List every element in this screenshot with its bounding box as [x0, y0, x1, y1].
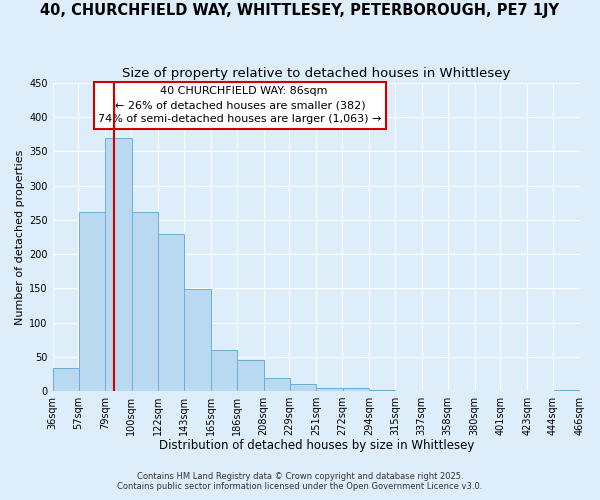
- Text: 40 CHURCHFIELD WAY: 86sqm
← 26% of detached houses are smaller (382)
74% of semi: 40 CHURCHFIELD WAY: 86sqm ← 26% of detac…: [98, 86, 382, 124]
- Bar: [316, 388, 343, 391]
- Bar: [369, 390, 395, 391]
- Text: Contains HM Land Registry data © Crown copyright and database right 2025.: Contains HM Land Registry data © Crown c…: [137, 472, 463, 481]
- Text: Contains public sector information licensed under the Open Government Licence v3: Contains public sector information licen…: [118, 482, 482, 491]
- Bar: [158, 234, 184, 391]
- Bar: [554, 390, 580, 391]
- Bar: [263, 378, 290, 391]
- Bar: [211, 350, 237, 391]
- Bar: [106, 138, 132, 391]
- Bar: [343, 388, 369, 391]
- Bar: [79, 212, 106, 391]
- Bar: [290, 384, 316, 391]
- Bar: [184, 289, 211, 391]
- X-axis label: Distribution of detached houses by size in Whittlesey: Distribution of detached houses by size …: [158, 440, 474, 452]
- Bar: [237, 360, 263, 391]
- Title: Size of property relative to detached houses in Whittlesey: Size of property relative to detached ho…: [122, 68, 511, 80]
- Bar: [53, 368, 79, 391]
- Text: 40, CHURCHFIELD WAY, WHITTLESEY, PETERBOROUGH, PE7 1JY: 40, CHURCHFIELD WAY, WHITTLESEY, PETERBO…: [41, 2, 560, 18]
- Bar: [132, 212, 158, 391]
- Y-axis label: Number of detached properties: Number of detached properties: [15, 150, 25, 324]
